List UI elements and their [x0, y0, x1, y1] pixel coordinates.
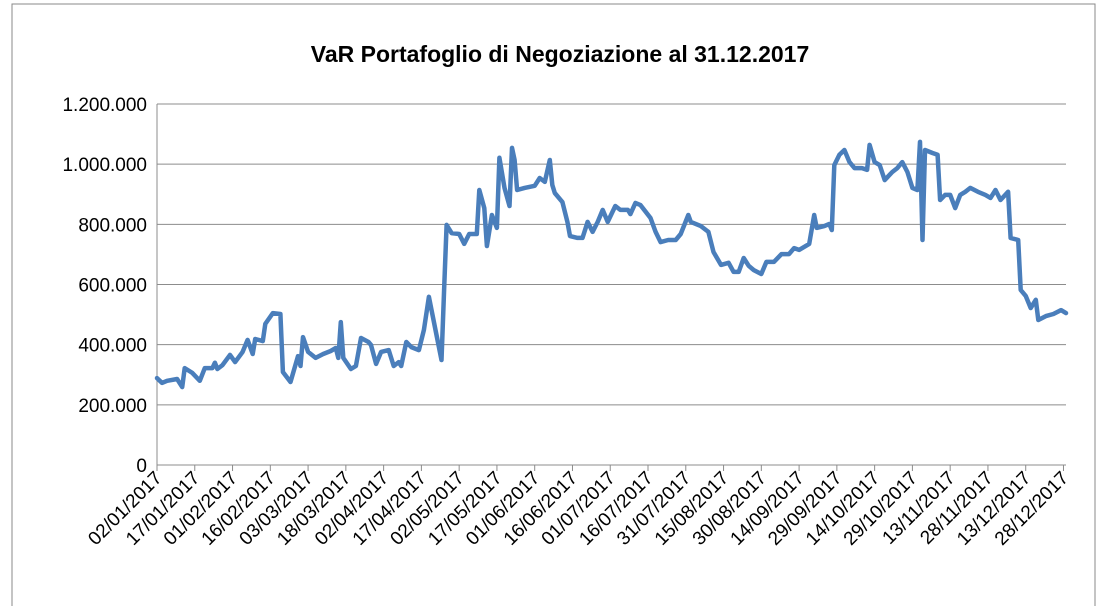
y-tick-label: 0 — [136, 456, 147, 477]
y-tick-label: 800.000 — [78, 215, 147, 236]
y-tick-label: 200.000 — [78, 396, 147, 417]
chart-border — [11, 3, 1096, 606]
y-tick-label: 1.200.000 — [62, 95, 147, 116]
y-tick-label: 600.000 — [78, 276, 147, 297]
y-tick-label: 400.000 — [78, 336, 147, 357]
chart-title: VaR Portafoglio di Negoziazione al 31.12… — [311, 41, 810, 67]
y-tick-label: 1.000.000 — [62, 155, 147, 176]
data-line — [154, 139, 1069, 390]
